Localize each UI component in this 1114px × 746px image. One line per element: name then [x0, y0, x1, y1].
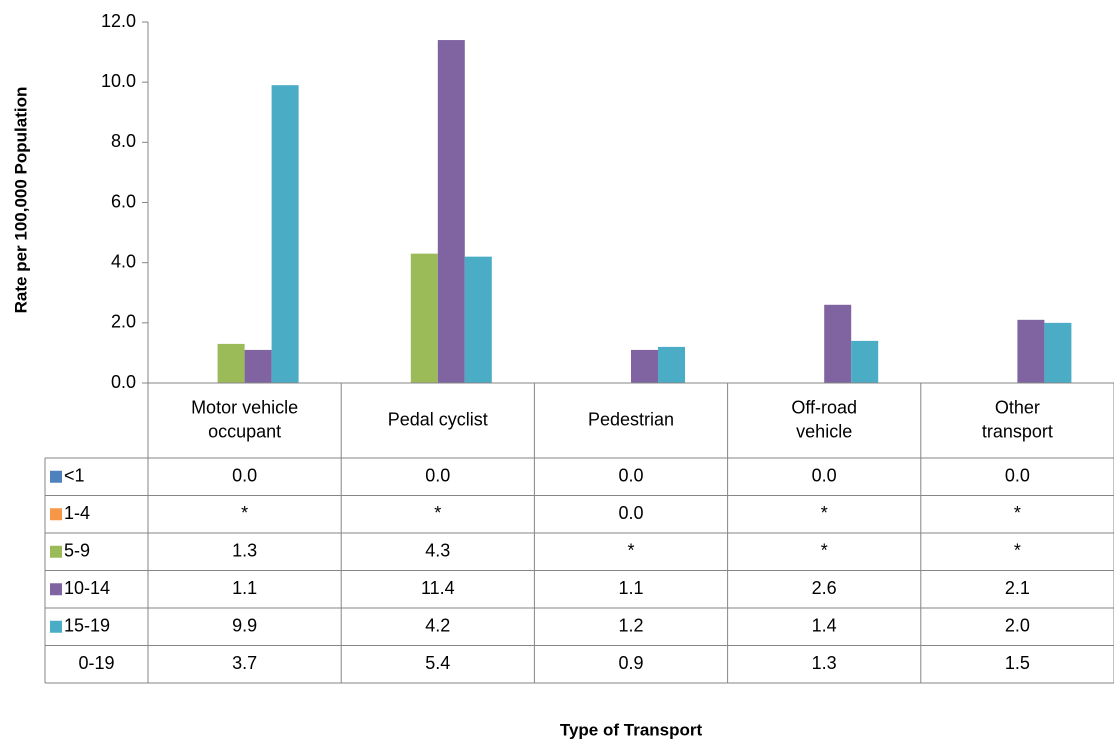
table-cell: 9.9 — [232, 616, 257, 636]
x-tick-label: Motor vehicle — [191, 397, 298, 417]
y-axis-title: Rate per 100,000 Population — [11, 87, 30, 314]
x-tick-label: occupant — [208, 421, 281, 441]
bar — [1017, 319, 1045, 383]
table-cell: 0.0 — [618, 503, 643, 523]
table-cell: 1.1 — [618, 578, 643, 598]
table-cell: * — [241, 503, 248, 523]
bar — [851, 340, 879, 383]
table-cell: * — [821, 503, 828, 523]
x-tick-label: Pedal cyclist — [388, 409, 488, 429]
x-tick-label: Other — [995, 397, 1040, 417]
bar — [244, 349, 272, 383]
legend-label: <1 — [64, 466, 85, 486]
bar — [631, 349, 658, 383]
y-tick-label: 10.0 — [101, 71, 136, 91]
y-tick-label: 0.0 — [111, 372, 136, 392]
table-cell: 0.0 — [618, 466, 643, 486]
bar — [824, 304, 852, 383]
legend-label: 1-4 — [64, 503, 90, 523]
table-cell: 5.4 — [425, 653, 450, 673]
bar — [464, 256, 492, 383]
legend-label: 15-19 — [64, 616, 110, 636]
y-tick-label: 6.0 — [111, 191, 136, 211]
table-cell: 0.0 — [812, 466, 837, 486]
table-cell: 4.3 — [425, 541, 450, 561]
table-cell: 2.6 — [812, 578, 837, 598]
table-cell: 0.9 — [618, 653, 643, 673]
table-cell: 0.0 — [1005, 466, 1030, 486]
x-tick-label: vehicle — [796, 421, 852, 441]
legend-key — [50, 620, 62, 633]
bar — [658, 346, 685, 383]
legend-label: 10-14 — [64, 578, 110, 598]
table-cell: 3.7 — [232, 653, 257, 673]
table-cell: 1.3 — [812, 653, 837, 673]
table-cell: 2.0 — [1005, 616, 1030, 636]
table-cell: 1.2 — [618, 616, 643, 636]
bar — [217, 343, 245, 383]
table-cell: * — [1014, 503, 1021, 523]
legend-key — [50, 545, 62, 558]
legend-label: 0-19 — [78, 653, 114, 673]
table-cell: 1.4 — [812, 616, 837, 636]
x-tick-label: Off-road — [791, 397, 857, 417]
legend-key — [50, 470, 62, 483]
y-tick-label: 8.0 — [111, 131, 136, 151]
table-cell: 1.1 — [232, 578, 257, 598]
x-axis-title: Type of Transport — [560, 720, 703, 739]
table-cell: 1.5 — [1005, 653, 1030, 673]
table-cell: 0.0 — [425, 466, 450, 486]
x-tick-label: transport — [982, 421, 1053, 441]
y-tick-label: 12.0 — [101, 11, 136, 31]
bar — [1044, 322, 1072, 383]
table-cell: 1.3 — [232, 541, 257, 561]
legend-label: 5-9 — [64, 541, 90, 561]
legend-key — [50, 508, 62, 521]
table-cell: * — [821, 541, 828, 561]
table-cell: 0.0 — [232, 466, 257, 486]
table-cell: * — [434, 503, 441, 523]
bar — [271, 85, 299, 384]
table-cell: 11.4 — [421, 578, 455, 598]
y-tick-label: 4.0 — [111, 251, 136, 271]
legend-key — [50, 583, 62, 596]
bar — [437, 40, 465, 384]
table-cell: 2.1 — [1005, 578, 1030, 598]
x-tick-label: Pedestrian — [588, 409, 674, 429]
bar — [410, 253, 438, 383]
y-tick-label: 2.0 — [111, 312, 136, 332]
table-cell: 4.2 — [425, 616, 450, 636]
table-cell: * — [1014, 541, 1021, 561]
table-cell: * — [627, 541, 634, 561]
